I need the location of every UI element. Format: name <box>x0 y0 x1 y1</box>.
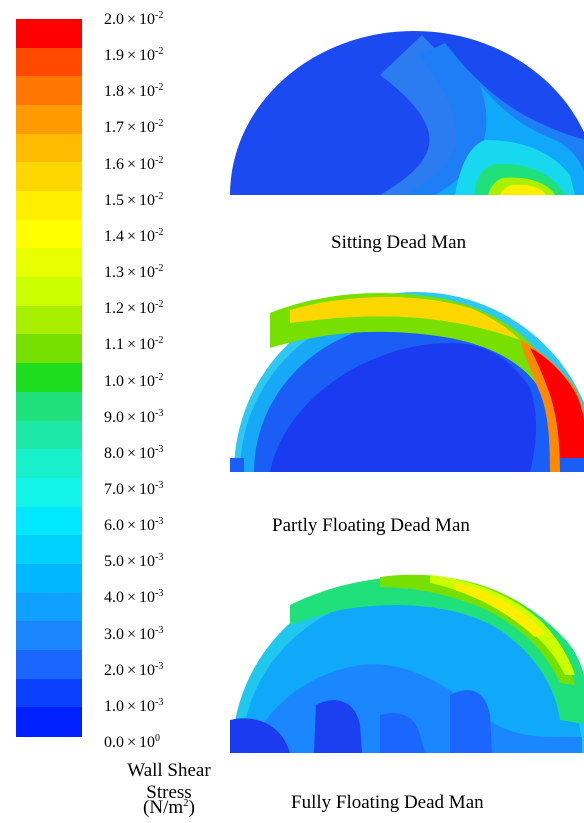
colorbar-tick-label: 7.0 × 10-3 <box>104 479 164 498</box>
colorbar-tick-label: 1.0 × 10-3 <box>104 696 164 715</box>
colorbar-tick-label: 0.0 × 100 <box>104 733 161 751</box>
colorbar-tick-label: 1.3 × 10-2 <box>104 263 164 282</box>
colorbar-tick-label: 6.0 × 10-3 <box>104 516 164 535</box>
colorbar-tick-label: 4.0 × 10-3 <box>104 588 164 607</box>
colorbar-band <box>16 334 82 364</box>
colorbar-band <box>16 649 82 680</box>
colorbar-tick-label: 1.9 × 10-2 <box>104 46 164 65</box>
panel-caption-partly-floating: Partly Floating Dead Man <box>272 515 470 536</box>
colorbar-band <box>16 305 82 336</box>
colorbar-tick-label: 2.0 × 10-2 <box>104 10 164 28</box>
colorbar-band <box>16 162 82 192</box>
colorbar-tick-labels: Wall Shear Stress (N/m2) 2.0 × 10-2 1.9 × 10-… <box>104 0 234 819</box>
colorbar-tick-label: 9.0 × 10-3 <box>104 407 164 426</box>
colorbar-band <box>16 449 82 479</box>
colorbar-tick-label: 2.0 × 10-3 <box>104 660 164 679</box>
colorbar-tick-label: 1.6 × 10-2 <box>104 154 164 173</box>
colorbar-band <box>16 477 82 508</box>
panel-caption-fully-floating: Fully Floating Dead Man <box>291 792 484 813</box>
colorbar-band <box>16 707 82 737</box>
colorbar-tick-label: 1.4 × 10-2 <box>104 226 164 245</box>
colorbar-band <box>16 133 82 163</box>
colorbar <box>16 19 82 737</box>
colorbar-band <box>16 563 82 594</box>
colorbar-tick-label: 1.0 × 10-2 <box>104 371 164 390</box>
colorbar-tick-label: 1.1 × 10-2 <box>104 335 164 354</box>
fully-floating-dead-man-contour <box>230 565 584 755</box>
colorbar-band <box>16 76 82 106</box>
colorbar-band <box>16 678 82 708</box>
colorbar-band <box>16 391 82 422</box>
colorbar-tick-label: 1.5 × 10-2 <box>104 190 164 209</box>
colorbar-tick-label: 1.8 × 10-2 <box>104 82 164 101</box>
colorbar-unit: (N/m2) <box>143 797 195 818</box>
colorbar-band <box>16 19 82 49</box>
colorbar-tick-label: 5.0 × 10-3 <box>104 552 164 571</box>
colorbar-band <box>16 277 82 307</box>
panel-caption-sitting: Sitting Dead Man <box>331 232 467 253</box>
colorbar-band <box>16 191 82 221</box>
colorbar-band <box>16 420 82 450</box>
colorbar-band <box>16 621 82 651</box>
colorbar-band <box>16 506 82 536</box>
colorbar-tick-label: 8.0 × 10-3 <box>104 443 164 462</box>
colorbar-band <box>16 363 82 393</box>
colorbar-band <box>16 47 82 77</box>
colorbar-tick-label: 3.0 × 10-3 <box>104 624 164 643</box>
colorbar-tick-label: 1.7 × 10-2 <box>104 118 164 137</box>
colorbar-band <box>16 105 82 135</box>
partly-floating-dead-man-contour <box>230 288 584 473</box>
sitting-dead-man-contour <box>230 15 584 200</box>
colorbar-title: Wall Shear Stress <box>127 760 211 803</box>
colorbar-band <box>16 592 82 622</box>
colorbar-band <box>16 219 82 250</box>
colorbar-tick-label: 1.2 × 10-2 <box>104 299 164 318</box>
colorbar-band <box>16 248 82 278</box>
colorbar-band <box>16 535 82 565</box>
